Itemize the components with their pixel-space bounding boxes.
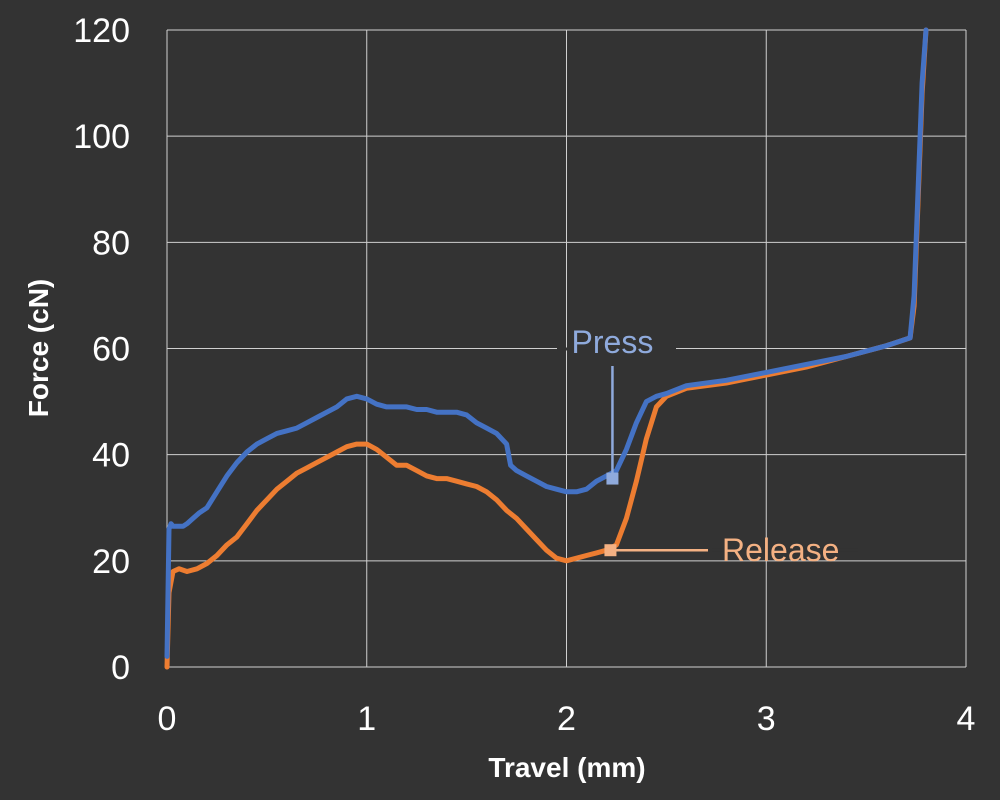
x-tick-label-3: 3 <box>757 700 776 738</box>
release-annotation-label: Release <box>722 532 839 568</box>
y-tick-label-0: 0 <box>111 649 130 687</box>
press-annotation-label: Press <box>572 324 654 360</box>
x-tick-label-0: 0 <box>158 700 177 738</box>
y-tick-label-40: 40 <box>92 437 130 475</box>
x-axis-title: Travel (mm) <box>488 752 645 783</box>
y-tick-label-120: 120 <box>73 12 130 50</box>
y-tick-label-80: 80 <box>92 224 130 262</box>
y-tick-label-20: 20 <box>92 543 130 581</box>
y-tick-label-100: 100 <box>73 118 130 156</box>
release-marker <box>604 544 616 556</box>
x-tick-label-4: 4 <box>957 700 976 738</box>
x-tick-label-1: 1 <box>357 700 376 738</box>
y-axis-title: Force (cN) <box>23 279 54 417</box>
y-tick-label-60: 60 <box>92 331 130 369</box>
x-tick-label-2: 2 <box>557 700 576 738</box>
press-marker <box>606 473 618 485</box>
